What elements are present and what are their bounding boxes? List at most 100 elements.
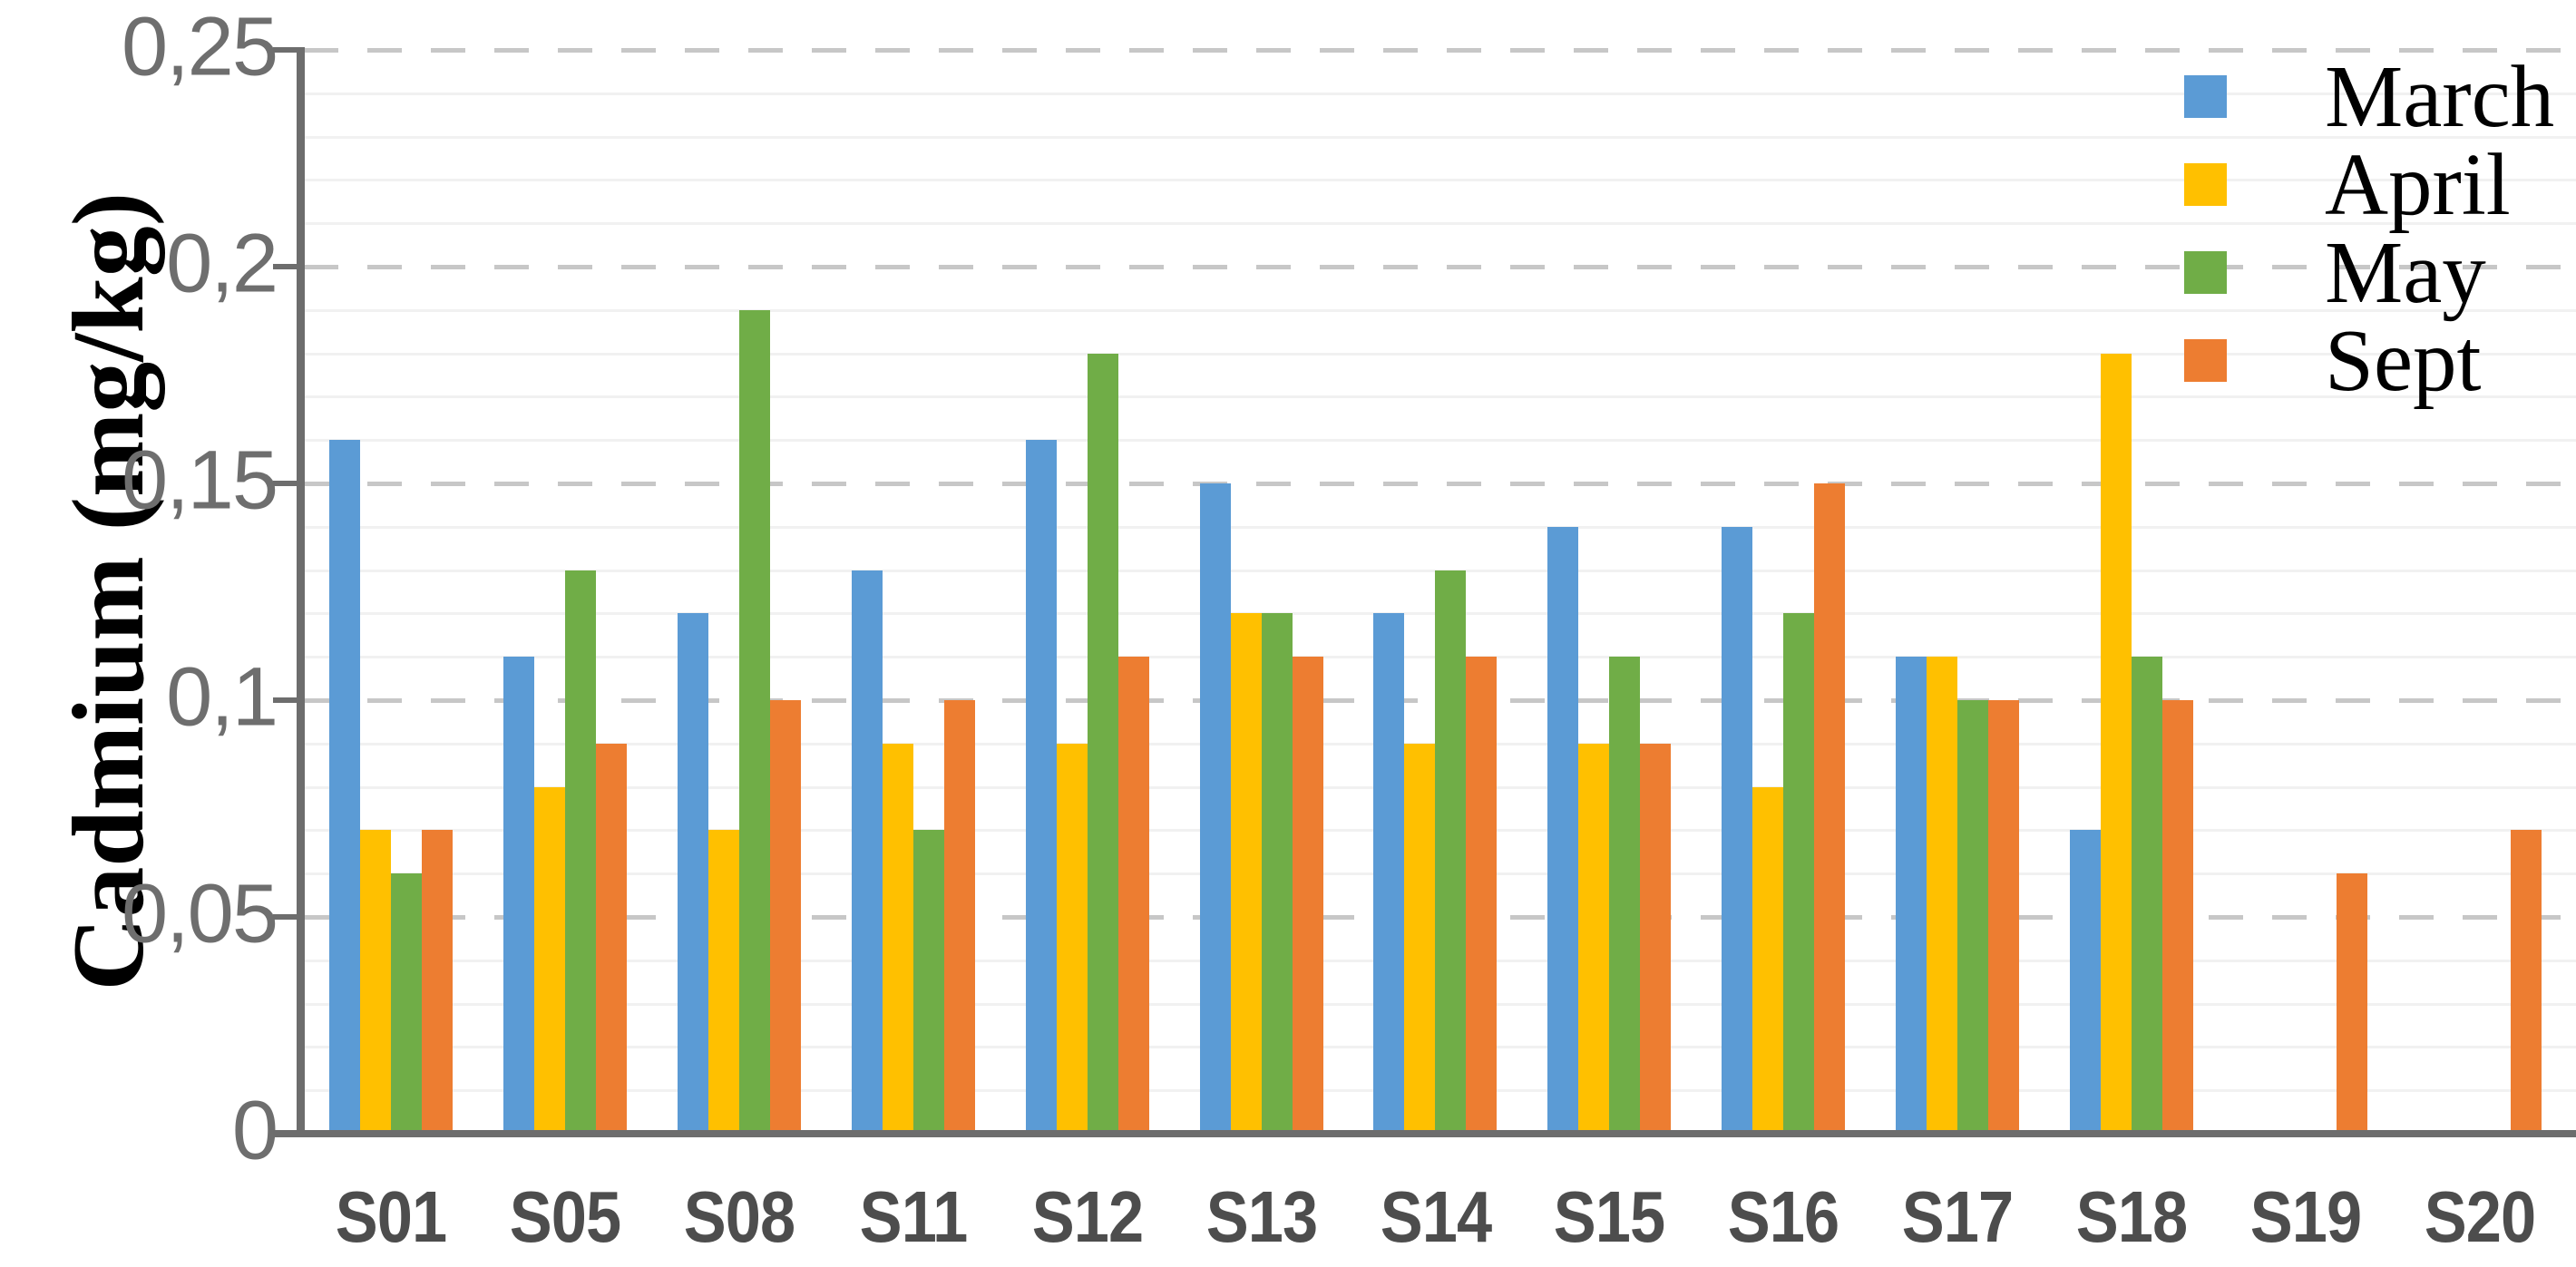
- bar-april-s12: [1056, 743, 1088, 1134]
- x-category-label-s20: S20: [2424, 1176, 2537, 1257]
- legend-label-april: April: [2325, 136, 2511, 233]
- minor-gridline: [304, 135, 2576, 139]
- bar-sept-s01: [421, 830, 453, 1134]
- bar-april-s05: [533, 786, 565, 1134]
- legend: March April May Sept: [2184, 53, 2554, 404]
- bar-sept-s05: [595, 743, 627, 1134]
- y-tick-label: 0,15: [121, 434, 278, 527]
- legend-label-may: May: [2325, 224, 2486, 321]
- bar-may-s16: [1783, 613, 1815, 1134]
- minor-gridline: [304, 525, 2576, 529]
- bar-march-s12: [1025, 440, 1057, 1134]
- bar-group-s18: [2044, 50, 2219, 1134]
- bar-group-s20: [2393, 50, 2567, 1134]
- x-category-label-s19: S19: [2249, 1176, 2363, 1257]
- bar-march-s16: [1722, 526, 1753, 1134]
- plot-area: [273, 47, 2576, 1137]
- legend-label-march: March: [2325, 48, 2555, 145]
- minor-gridline: [304, 352, 2576, 356]
- bar-march-s08: [677, 613, 708, 1134]
- bar-march-s18: [2070, 830, 2102, 1134]
- bar-april-s14: [1404, 743, 1436, 1134]
- bar-may-s12: [1087, 353, 1118, 1134]
- x-category-label-s12: S12: [1031, 1176, 1144, 1257]
- x-category-label-s14: S14: [1380, 1176, 1492, 1257]
- bar-april-s16: [1752, 786, 1784, 1134]
- major-gridline: [304, 265, 2576, 269]
- legend-item-sept: Sept: [2184, 317, 2554, 404]
- major-gridline: [304, 482, 2576, 486]
- y-axis-line: [297, 47, 305, 1137]
- bar-may-s08: [738, 309, 770, 1134]
- bar-april-s18: [2101, 353, 2132, 1134]
- bar-may-s01: [390, 873, 422, 1134]
- bar-group-s15: [1522, 50, 1696, 1134]
- y-tick-mark: [273, 481, 298, 486]
- y-tick-label: 0,05: [121, 867, 278, 960]
- x-category-label-s15: S15: [1554, 1176, 1666, 1257]
- y-tick-mark: [273, 264, 298, 269]
- bar-april-s15: [1578, 743, 1610, 1134]
- bar-may-s18: [2132, 657, 2163, 1134]
- y-tick-mark: [273, 697, 298, 703]
- x-category-label-s05: S05: [509, 1176, 622, 1257]
- bar-sept-s11: [943, 700, 975, 1134]
- bar-may-s14: [1435, 570, 1467, 1134]
- bar-sept-s20: [2511, 830, 2542, 1134]
- minor-gridline: [304, 92, 2576, 95]
- x-category-label-s13: S13: [1205, 1176, 1318, 1257]
- bar-group-s13: [1175, 50, 1349, 1134]
- bar-sept-s16: [1814, 483, 1846, 1134]
- x-category-label-s11: S11: [859, 1176, 968, 1257]
- bar-group-s19: [2219, 50, 2393, 1134]
- x-category-label-s16: S16: [1728, 1176, 1840, 1257]
- bar-sept-s08: [769, 700, 801, 1134]
- y-tick-label: 0: [231, 1084, 278, 1177]
- major-gridline: [304, 48, 2576, 53]
- bar-march-s15: [1547, 526, 1579, 1134]
- bar-sept-s13: [1292, 657, 1323, 1134]
- legend-item-march: March: [2184, 53, 2554, 141]
- bar-march-s05: [503, 657, 534, 1134]
- bar-march-s01: [328, 440, 360, 1134]
- bar-group-s11: [826, 50, 1000, 1134]
- bar-group-s12: [1000, 50, 1175, 1134]
- y-axis-title-wrap: Cadmium (mg/kg): [0, 50, 165, 1134]
- bar-group-s08: [652, 50, 826, 1134]
- bar-sept-s17: [1988, 700, 2020, 1134]
- legend-swatch-march: [2184, 75, 2227, 118]
- legend-item-april: April: [2184, 141, 2554, 229]
- y-tick-label: 0,25: [121, 0, 278, 93]
- y-tick-label: 0,2: [166, 217, 278, 310]
- x-category-label-s17: S17: [1901, 1176, 2015, 1257]
- minor-gridline: [304, 222, 2576, 226]
- bar-group-s17: [1870, 50, 2044, 1134]
- bar-group-s14: [1349, 50, 1523, 1134]
- legend-label-sept: Sept: [2325, 312, 2482, 409]
- minor-gridline: [304, 179, 2576, 182]
- bar-sept-s14: [1466, 657, 1498, 1134]
- bar-may-s05: [564, 570, 596, 1134]
- bar-may-s15: [1609, 657, 1641, 1134]
- bar-april-s17: [1927, 657, 1958, 1134]
- legend-swatch-april: [2184, 163, 2227, 206]
- bar-march-s11: [851, 570, 883, 1134]
- minor-gridline: [304, 308, 2576, 312]
- legend-swatch-sept: [2184, 339, 2227, 382]
- bar-april-s11: [882, 743, 913, 1134]
- y-tick-mark: [273, 914, 298, 920]
- bar-march-s14: [1373, 613, 1405, 1134]
- bar-april-s08: [707, 830, 739, 1134]
- bar-may-s17: [1957, 700, 1989, 1134]
- bar-april-s13: [1230, 613, 1262, 1134]
- bar-sept-s15: [1640, 743, 1672, 1134]
- x-axis-line: [273, 1130, 2576, 1137]
- bar-march-s13: [1199, 483, 1231, 1134]
- y-tick-label: 0,1: [166, 650, 278, 744]
- bar-sept-s18: [2162, 700, 2194, 1134]
- bar-sept-s19: [2337, 873, 2368, 1134]
- x-category-label-s18: S18: [2075, 1176, 2189, 1257]
- bar-may-s13: [1261, 613, 1293, 1134]
- x-category-label-s08: S08: [683, 1176, 795, 1257]
